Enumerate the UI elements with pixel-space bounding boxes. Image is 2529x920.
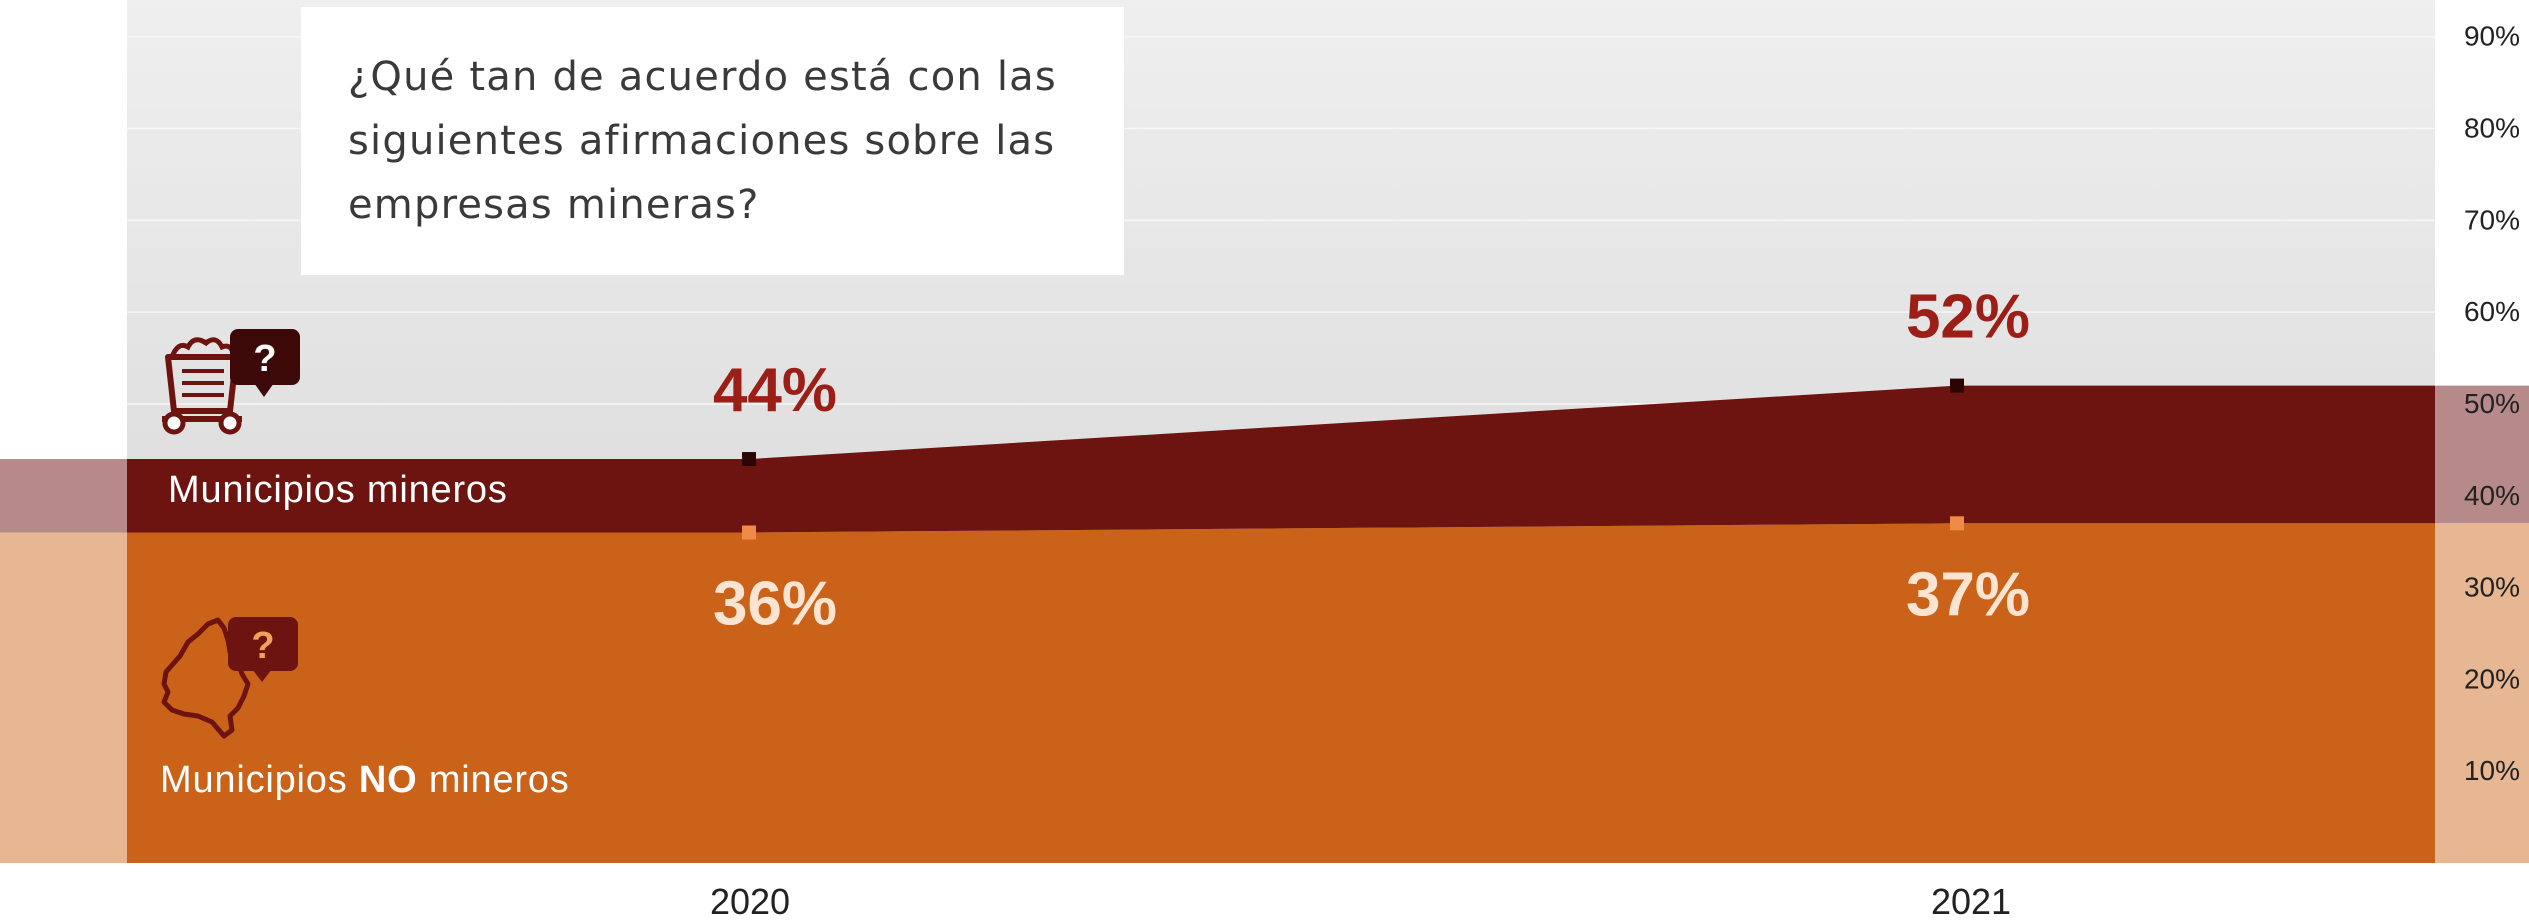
- legend-no-mineros-bold: NO: [358, 759, 418, 801]
- band-right-mineros: [2435, 385, 2529, 524]
- area-no-mineros: [127, 523, 2435, 863]
- cart-icon-question-mark: ?: [253, 338, 276, 380]
- y-tick-80: 80%: [2464, 113, 2520, 144]
- x-tick-2020: 2020: [710, 881, 790, 920]
- data-label-no-mineros-2021: 37%: [1906, 560, 2030, 629]
- y-tick-50: 50%: [2464, 388, 2520, 419]
- marker-no-mineros-2021: [1950, 516, 1964, 531]
- data-label-no-mineros-2020: 36%: [713, 569, 837, 638]
- marker-mineros-2021: [1950, 378, 1964, 393]
- legend-mineros: Municipios mineros: [168, 469, 508, 511]
- y-tick-90: 90%: [2464, 21, 2520, 52]
- y-tick-40: 40%: [2464, 480, 2520, 511]
- marker-no-mineros-2020: [742, 525, 756, 540]
- y-tick-20: 20%: [2464, 663, 2520, 694]
- question-box: ¿Qué tan de acuerdo está con las siguien…: [301, 7, 1124, 275]
- marker-mineros-2020: [742, 452, 756, 467]
- y-tick-70: 70%: [2464, 204, 2520, 235]
- chart-question: ¿Qué tan de acuerdo está con las siguien…: [348, 54, 1057, 228]
- band-left-no-mineros: [0, 532, 127, 863]
- y-tick-10: 10%: [2464, 755, 2520, 786]
- legend-no-mineros-prefix: Municipios: [160, 759, 359, 801]
- mine-cart-question-icon: ?: [162, 329, 300, 435]
- y-tick-60: 60%: [2464, 296, 2520, 327]
- y-tick-30: 30%: [2464, 572, 2520, 603]
- area-mineros: [127, 385, 2435, 533]
- legend-no-mineros-suffix: mineros: [417, 759, 570, 801]
- colombia-map-question-icon: ?: [161, 617, 298, 739]
- data-label-mineros-2020: 44%: [713, 356, 837, 425]
- x-tick-2021: 2021: [1931, 881, 2011, 920]
- legend-no-mineros: Municipios NO mineros: [160, 759, 570, 802]
- map-icon-question-mark: ?: [251, 625, 274, 667]
- band-left-mineros: [0, 459, 127, 533]
- data-label-mineros-2021: 52%: [1906, 283, 2030, 352]
- band-right-no-mineros: [2435, 523, 2529, 863]
